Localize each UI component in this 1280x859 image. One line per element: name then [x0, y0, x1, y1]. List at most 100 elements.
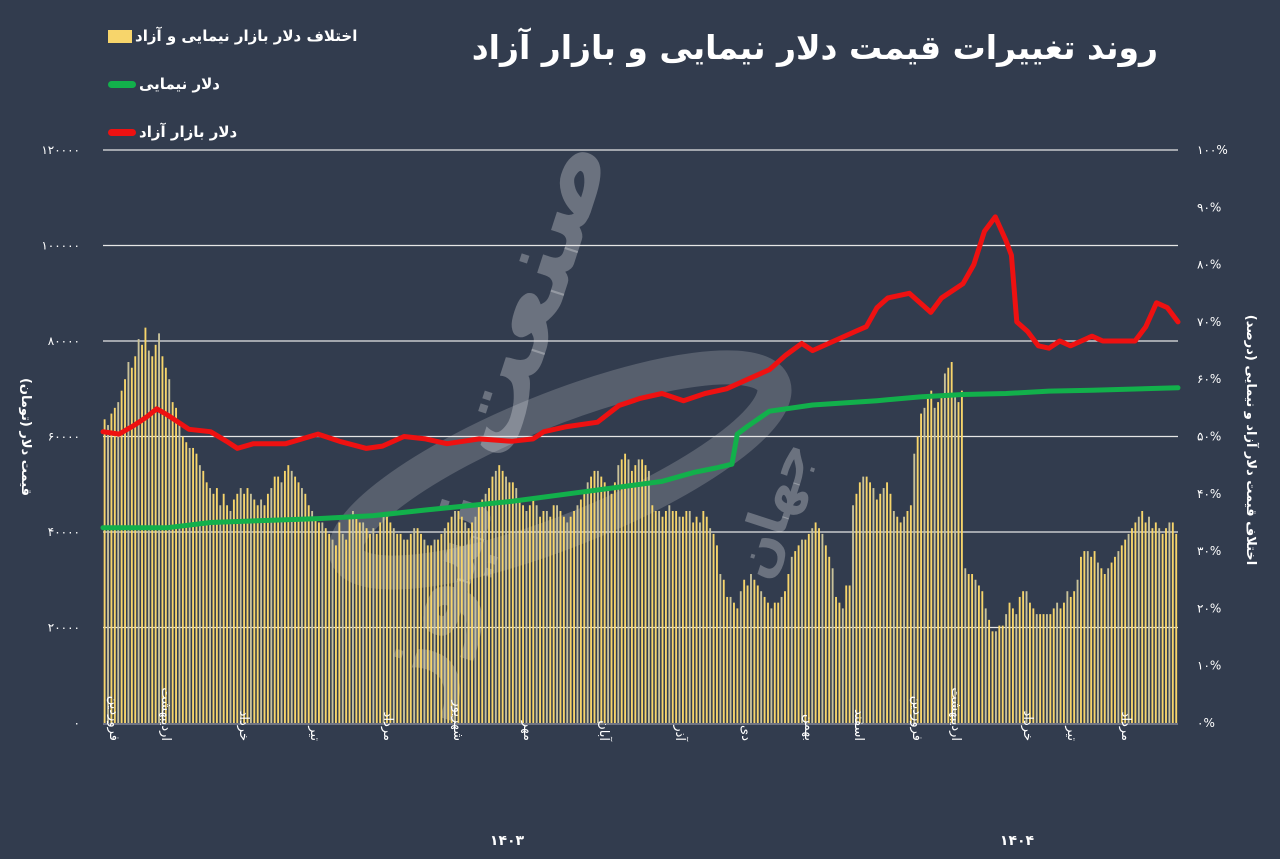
gap-bar [399, 533, 402, 723]
gap-bar [440, 533, 443, 723]
gap-bar [682, 516, 684, 723]
gap-bar [318, 522, 320, 723]
gap-bar [467, 528, 470, 723]
gap-bar [998, 625, 1001, 723]
gap-bar [443, 528, 446, 723]
gap-bar [1008, 602, 1011, 723]
gap-bar [899, 522, 902, 723]
gap-bar [515, 488, 518, 723]
gap-bar [923, 407, 926, 723]
gap-bar [430, 545, 433, 723]
gap-bar [886, 482, 888, 723]
gap-bar [171, 402, 174, 723]
gap-bar [896, 516, 899, 723]
gap-bar [154, 344, 157, 723]
gap-bar [981, 591, 984, 723]
gap-bar [590, 476, 593, 723]
gap-bar [484, 493, 487, 723]
right-axis-tick: ۳۰% [1197, 544, 1221, 558]
gap-bar [460, 516, 463, 723]
gap-bar [372, 528, 375, 723]
gap-bar [967, 574, 970, 723]
left-axis-tick: ۰ [74, 716, 80, 730]
right-axis-ticks: ۰% ۱۰% ۲۰% ۳۰% ۴۰% ۵۰% ۶۰% ۷۰% ۸۰% ۹۰% ۱۰۰% [1197, 143, 1228, 730]
gap-bar [110, 413, 113, 723]
gap-bar [634, 465, 637, 723]
gap-bar [198, 465, 201, 723]
gap-bar [1161, 533, 1164, 723]
gap-bar [777, 602, 780, 723]
gap-bar [239, 488, 242, 723]
left-axis-tick: ۶۰۰۰۰ [48, 430, 80, 444]
gap-bar [1165, 528, 1167, 723]
gap-bar [454, 510, 456, 723]
gap-bar [1141, 510, 1144, 723]
gap-bar [617, 465, 620, 723]
gap-bar [818, 528, 820, 723]
gap-bar [525, 510, 528, 723]
gap-bar [1097, 562, 1099, 723]
right-axis-tick: ۷۰% [1197, 315, 1221, 329]
gap-bar [321, 522, 324, 723]
gap-bar [522, 505, 524, 723]
gap-bar [416, 528, 419, 723]
month-label: اردیبهشت [158, 687, 173, 741]
gap-bar [420, 533, 422, 723]
gap-bar [175, 407, 177, 723]
gap-bar [892, 510, 895, 723]
gap-bar [382, 516, 385, 723]
gap-bar [117, 402, 120, 723]
gap-bar [365, 528, 368, 723]
gap-bar [637, 459, 640, 723]
gap-bar [307, 505, 310, 723]
gap-bar [352, 510, 354, 723]
gap-bar [1035, 614, 1038, 723]
gap-bar [869, 482, 871, 723]
gap-bar [624, 453, 627, 723]
gap-bar [926, 396, 929, 723]
gap-bar [1131, 528, 1133, 723]
gap-bar [821, 533, 824, 723]
right-axis-tick: ۲۰% [1197, 601, 1221, 615]
gap-bar [195, 453, 198, 723]
right-axis-tick: ۸۰% [1197, 258, 1221, 272]
gap-bar [1076, 579, 1079, 723]
gap-bar [1110, 562, 1113, 723]
gap-bar [236, 493, 239, 723]
gap-bar [1032, 608, 1035, 723]
gap-bar [369, 533, 371, 723]
gap-bar [909, 505, 912, 723]
gap-bar [215, 488, 218, 723]
gap-bar [688, 510, 691, 723]
gap-bar [1103, 574, 1106, 723]
gap-bar [569, 516, 572, 723]
gap-bar [658, 510, 661, 723]
gap-bar [386, 516, 388, 723]
gap-bar [222, 493, 225, 723]
gap-bar [348, 516, 351, 723]
gap-bar [185, 442, 188, 723]
chart-title: روند تغییرات قیمت دلار نیمایی و بازار آز… [471, 28, 1159, 67]
gap-bar [1063, 602, 1065, 723]
gap-bar [491, 476, 494, 723]
gap-bar [1124, 539, 1127, 723]
gap-bar [1083, 551, 1086, 723]
gap-bar [974, 579, 977, 723]
gap-bar [950, 362, 953, 723]
gap-bar [392, 528, 395, 723]
gap-bar [947, 367, 950, 723]
gap-bar [1171, 522, 1174, 723]
gap-bar [161, 356, 164, 723]
gap-bar [746, 585, 749, 723]
gap-bar [920, 413, 923, 723]
gap-bar [389, 522, 392, 723]
gap-bar [477, 505, 480, 723]
gap-bar [192, 447, 194, 723]
right-axis-tick: ۴۰% [1197, 487, 1221, 501]
gap-bar [1052, 608, 1055, 723]
gap-bar [447, 522, 450, 723]
gap-bar [1114, 556, 1116, 723]
gap-bar [1107, 568, 1110, 723]
gap-bar [841, 608, 844, 723]
gap-bar [722, 579, 725, 723]
